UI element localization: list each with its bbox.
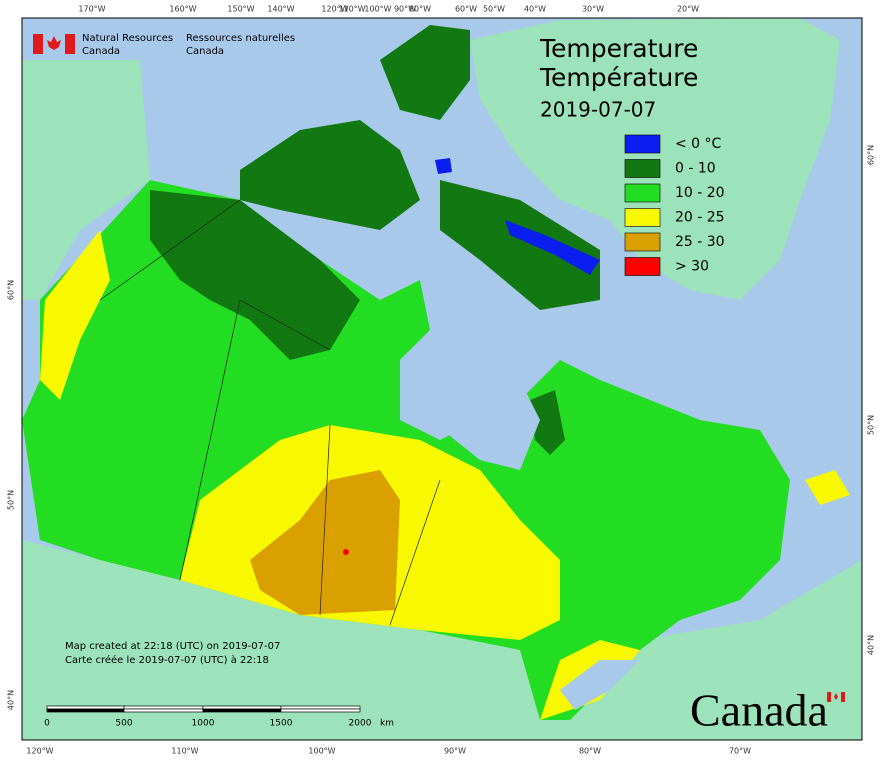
longitude-label: 80°W xyxy=(409,5,431,14)
scale-label: 1000 xyxy=(192,719,215,729)
latitude-label: 40°N xyxy=(867,635,876,655)
legend-label: > 30 xyxy=(675,259,709,275)
legend-label: 25 - 30 xyxy=(675,234,725,250)
border xyxy=(389,479,441,626)
great-lakes xyxy=(560,660,640,710)
longitude-label: 120°W xyxy=(26,747,53,756)
cold-region xyxy=(530,390,565,455)
note: Carte créée le 2019-07-07 (UTC) à 22:18 xyxy=(65,654,269,666)
maple-leaf xyxy=(834,693,838,700)
maple-leaf xyxy=(47,36,61,50)
flag-bar xyxy=(827,692,831,702)
border xyxy=(179,299,331,581)
scale-label: 500 xyxy=(115,719,132,729)
scale-segment xyxy=(202,705,282,710)
legend-swatch xyxy=(624,208,661,227)
map-frame xyxy=(21,17,863,741)
legend: < 0 °C 0 - 10 10 - 20 20 - 25 25 - 30 > 30 xyxy=(624,134,725,276)
longitude-label: 120°W xyxy=(321,5,348,14)
department-fr: Canada xyxy=(186,46,224,57)
longitude-label: 50°W xyxy=(483,5,505,14)
longitude-label: 20°W xyxy=(677,5,699,14)
legend-label: 10 - 20 xyxy=(675,185,725,201)
latitude-label: 50°N xyxy=(867,415,876,435)
scale-segment xyxy=(280,708,361,713)
scale-segment xyxy=(202,708,282,713)
hot-region xyxy=(250,470,400,615)
latitude-label: 60°N xyxy=(867,145,876,165)
united-states xyxy=(22,540,862,740)
greenland xyxy=(470,18,840,300)
date: 2019-07-07 xyxy=(540,98,656,122)
borders xyxy=(99,199,441,626)
arctic-island xyxy=(440,180,600,310)
arctic-island xyxy=(240,120,420,230)
scale-segment xyxy=(123,705,204,710)
longitude-label: 80°W xyxy=(579,747,601,756)
latitude-label: 50°N xyxy=(7,490,16,510)
department-fr: Ressources naturelles xyxy=(186,33,295,44)
title: Température xyxy=(539,63,698,92)
ice-cap xyxy=(435,158,452,174)
scale-segment xyxy=(280,705,361,710)
longitude-label: 110°W xyxy=(171,747,198,756)
note: Map created at 22:18 (UTC) on 2019-07-07 xyxy=(65,641,280,652)
longitude-label: 90°W xyxy=(444,747,466,756)
wordmark: Canada xyxy=(690,685,845,736)
scale-label: 0 xyxy=(44,719,50,729)
latitude-label: 60°N xyxy=(7,280,16,300)
flag-bar xyxy=(33,34,43,54)
longitude-label: 110°W xyxy=(338,5,365,14)
map-area xyxy=(22,18,862,740)
longitude-label: 70°W xyxy=(729,747,751,756)
longitude-label: 150°W xyxy=(227,5,254,14)
longitude-label: 140°W xyxy=(267,5,294,14)
flag-bar xyxy=(841,692,845,702)
title: Temperature xyxy=(539,34,698,63)
legend-swatch xyxy=(624,183,661,203)
hudson-bay xyxy=(400,350,540,470)
scale-label: 1500 xyxy=(270,719,293,729)
longitude-label: 30°W xyxy=(582,5,604,14)
hottest-spot xyxy=(343,549,349,555)
latitude-label: 40°N xyxy=(7,690,16,710)
legend-swatch xyxy=(624,134,661,154)
scale-segment xyxy=(46,708,125,713)
department-en: Natural Resources xyxy=(82,33,173,44)
legend-label: < 0 °C xyxy=(675,136,722,152)
flag-bar xyxy=(65,34,75,54)
arctic-island xyxy=(380,25,470,120)
scale-segment xyxy=(46,705,125,710)
longitude-label: 160°W xyxy=(169,5,196,14)
warm-region xyxy=(805,470,850,505)
longitude-label: 60°W xyxy=(455,5,477,14)
legend-swatch xyxy=(624,159,661,178)
longitude-label: 100°W xyxy=(364,5,391,14)
legend-label: 20 - 25 xyxy=(675,210,725,226)
ice-cap xyxy=(505,220,600,275)
canada-wordmark: Canada xyxy=(690,685,828,736)
border xyxy=(319,424,331,616)
legend-swatch xyxy=(624,257,661,276)
scale-unit: km xyxy=(380,719,394,729)
legend-swatch xyxy=(624,232,661,252)
scale-label: 2000 xyxy=(349,719,372,729)
longitude-label: 100°W xyxy=(308,747,335,756)
scale-bar: 0 500 1000 1500 2000 km xyxy=(44,705,394,729)
warm-region xyxy=(40,230,110,400)
longitude-label: 90°W xyxy=(394,5,416,14)
longitude-label: 40°W xyxy=(524,5,546,14)
department-en: Canada xyxy=(82,46,120,57)
border xyxy=(99,199,241,301)
cold-region xyxy=(150,190,360,360)
logo: Natural Resources Canada Ressources natu… xyxy=(33,33,295,57)
scale-segment xyxy=(123,708,204,713)
alaska xyxy=(22,60,150,300)
legend-label: 0 - 10 xyxy=(675,161,716,177)
longitude-label: 170°W xyxy=(78,5,105,14)
